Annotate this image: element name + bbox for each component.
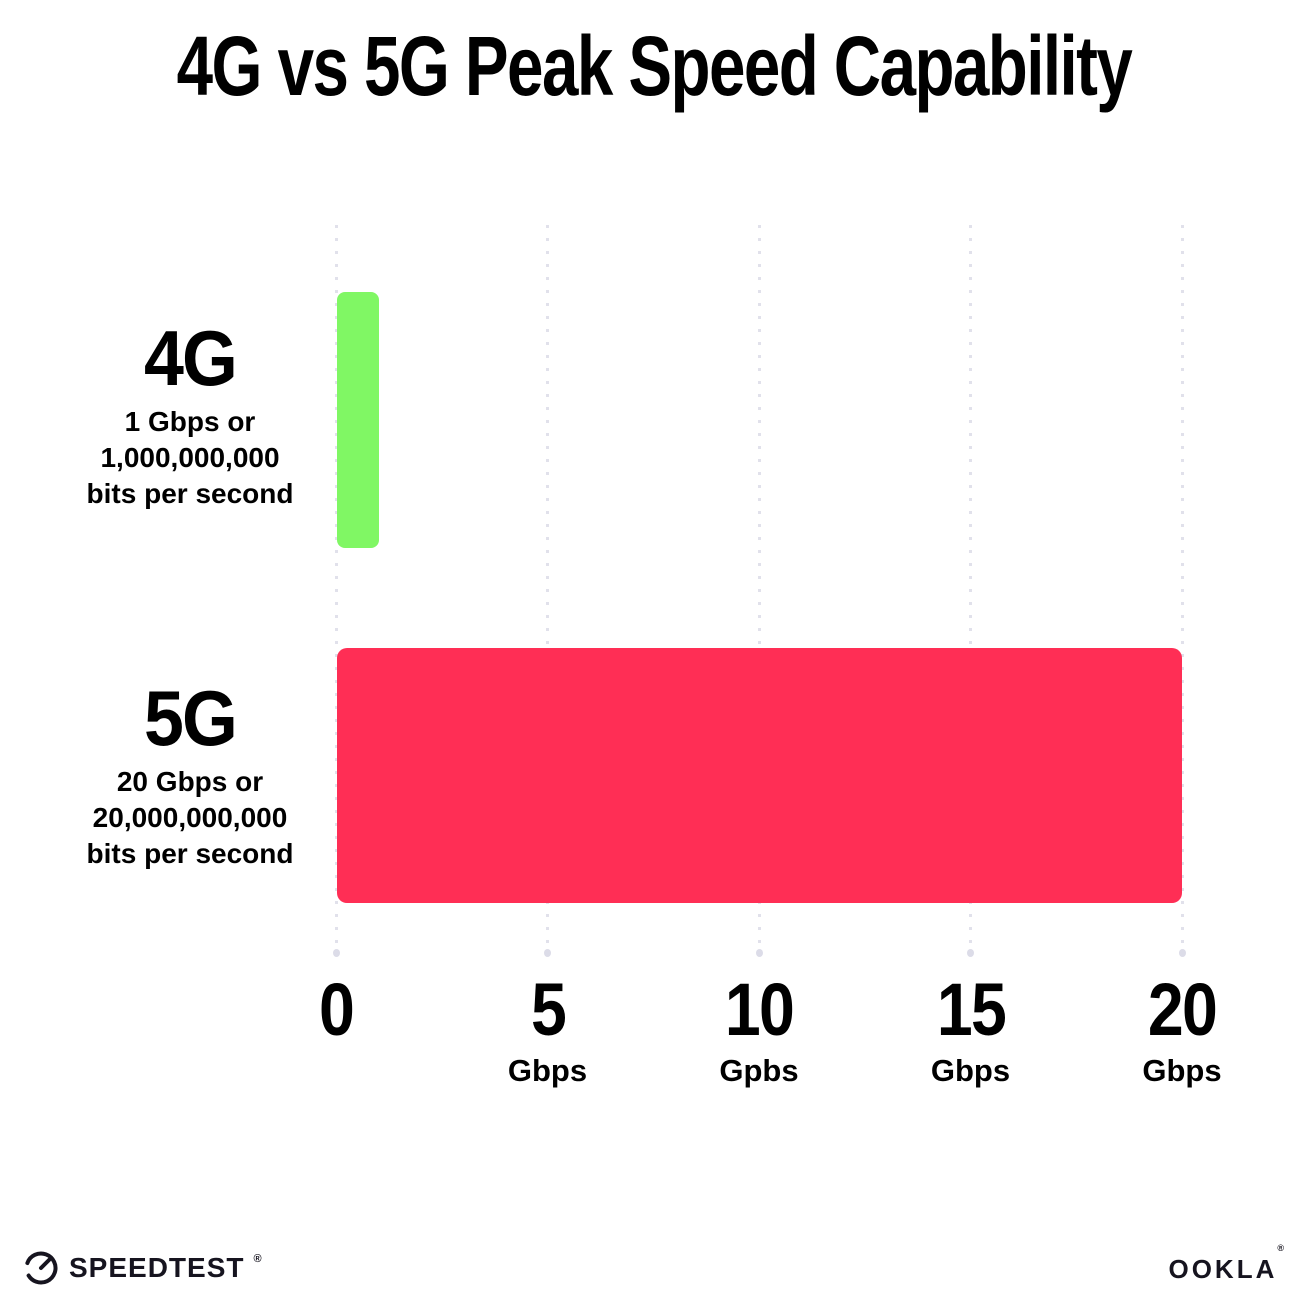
speedtest-wordmark: SPEEDTEST xyxy=(69,1252,245,1283)
category-name-5g: 5G xyxy=(143,674,238,762)
speedtest-gauge-icon xyxy=(24,1251,58,1285)
category-name-4g: 4G xyxy=(143,314,238,402)
sublabel-line: bits per second xyxy=(86,838,294,869)
gridline-15 xyxy=(967,225,974,957)
x-tick-15: 15 Gbps xyxy=(861,972,1081,1088)
category-sublabel-4g: 1 Gbps or 1,000,000,000 bits per second xyxy=(40,404,340,512)
speedtest-logo: SPEEDTEST ® xyxy=(22,1249,262,1287)
x-tick-value: 15 xyxy=(936,968,1006,1051)
x-tick-value: 5 xyxy=(530,968,566,1051)
x-tick-0: 0 xyxy=(226,972,446,1054)
sublabel-line: 20,000,000,000 xyxy=(92,802,288,833)
sublabel-line: 1 Gbps or xyxy=(124,406,256,437)
x-tick-unit: Gbps xyxy=(1142,1053,1222,1088)
sublabel-line: 20 Gbps or xyxy=(116,766,264,797)
gridline-5 xyxy=(544,225,551,957)
gridline-0 xyxy=(332,225,340,957)
x-tick-unit: Gbps xyxy=(507,1053,588,1088)
category-label-4g: 4G 1 Gbps or 1,000,000,000 bits per seco… xyxy=(40,318,340,512)
x-tick-5: 5 Gbps xyxy=(438,972,658,1088)
sublabel-line: bits per second xyxy=(86,478,294,509)
registered-mark-icon: ® xyxy=(253,1253,262,1265)
x-tick-20: 20 Gbps xyxy=(1072,972,1292,1088)
gridline-10 xyxy=(755,225,763,957)
bar-4g xyxy=(337,292,379,548)
ookla-wordmark: OOKLA xyxy=(1168,1254,1278,1284)
x-tick-value: 20 xyxy=(1147,968,1218,1051)
category-sublabel-5g: 20 Gbps or 20,000,000,000 bits per secon… xyxy=(40,764,340,872)
ookla-logo: OOKLA® xyxy=(1168,1243,1284,1285)
x-tick-value: 0 xyxy=(318,968,355,1051)
bar-5g xyxy=(337,648,1182,903)
chart-title: 4G vs 5G Peak Speed Capability xyxy=(176,19,1133,113)
x-tick-unit: Gbps xyxy=(930,1053,1011,1088)
sublabel-line: 1,000,000,000 xyxy=(100,442,280,473)
registered-mark-icon: ® xyxy=(1277,1243,1284,1253)
gridline-20 xyxy=(1178,225,1186,957)
x-tick-10: 10 Gpbs xyxy=(649,972,869,1088)
category-label-5g: 5G 20 Gbps or 20,000,000,000 bits per se… xyxy=(40,678,340,872)
x-tick-unit: Gpbs xyxy=(719,1053,799,1088)
x-tick-value: 10 xyxy=(724,968,795,1051)
